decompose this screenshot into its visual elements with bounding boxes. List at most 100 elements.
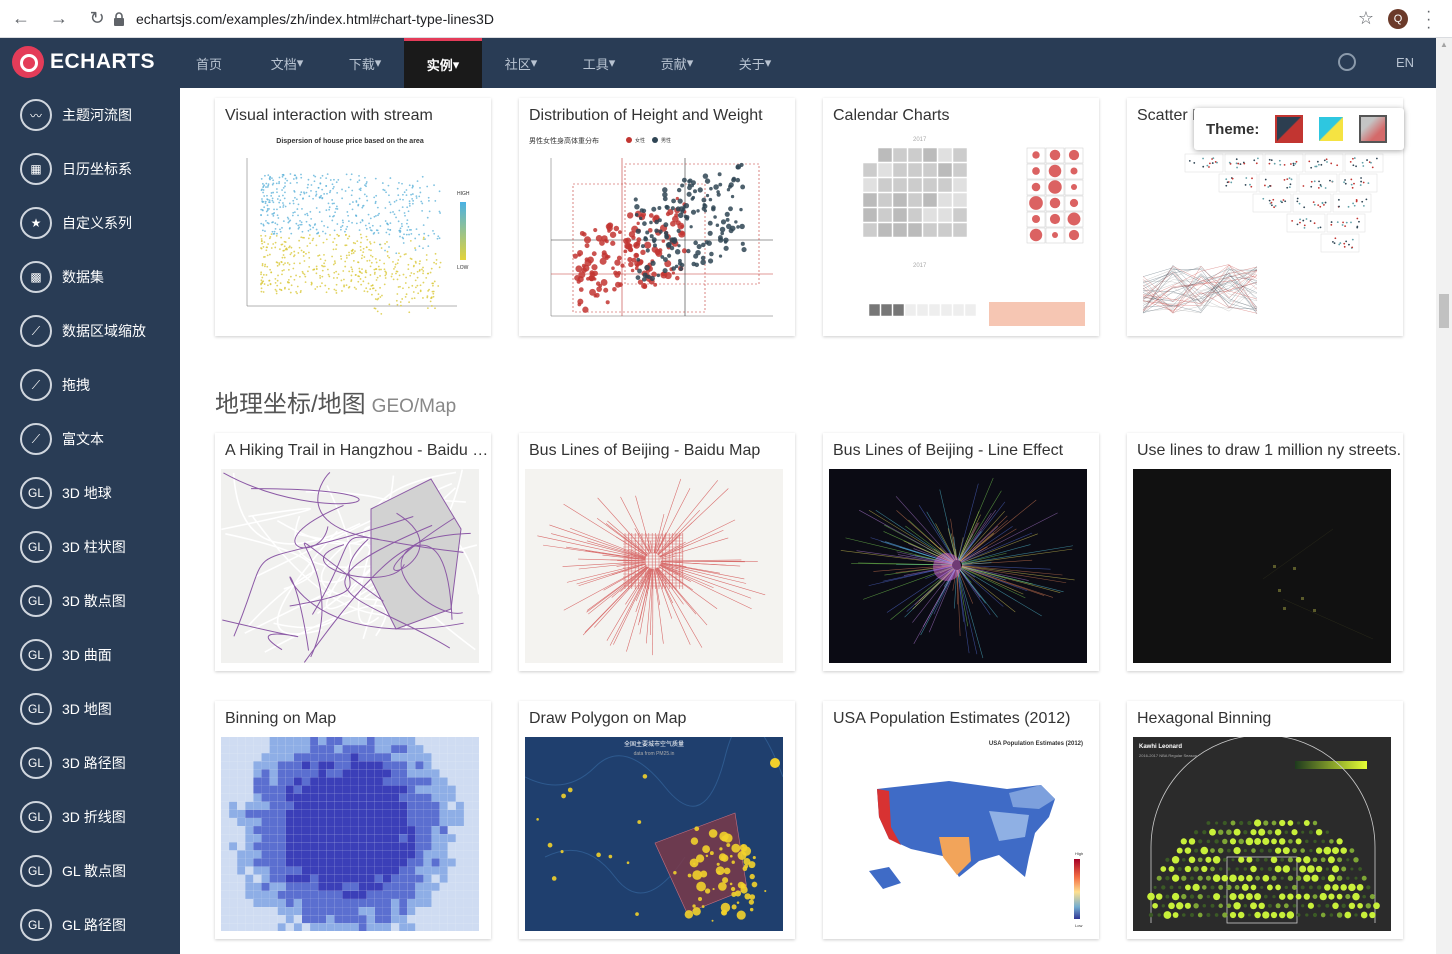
example-card[interactable]: USA Population Estimates (2012) USA Popu… [823,701,1099,939]
example-card[interactable]: Distribution of Height and Weight 男性女性身高… [519,98,795,336]
thumb-mark [1292,867,1297,871]
sidebar-item[interactable]: GL 3D 路径图 [0,736,180,790]
sidebar-item[interactable]: GL 3D 散点图 [0,574,180,628]
example-card[interactable]: Bus Lines of Beijing - Line Effect [823,433,1099,671]
github-icon[interactable] [1338,53,1356,71]
thumb-mark [335,248,337,251]
thumb-mark [399,753,408,762]
thumb-mark [366,915,375,924]
nav-community[interactable]: 社区 ▾ [504,55,538,72]
theme-dark-swatch[interactable] [1275,115,1304,143]
profile-avatar[interactable]: Q [1388,9,1408,29]
thumb-mark [402,198,404,201]
sidebar-item[interactable]: GL 3D 地球 [0,466,180,520]
thumb-mark [341,224,344,227]
sidebar-item[interactable]: GL 3D 曲面 [0,628,180,682]
thumb-mark [1202,830,1207,835]
thumb-mark [660,562,687,567]
thumb-mark [374,801,383,810]
forward-icon[interactable]: → [50,8,68,28]
example-card[interactable]: Use lines to draw 1 million ny streets. [1127,433,1403,671]
thumb-mark [464,818,472,826]
thumb-mark [305,191,308,194]
example-card[interactable]: Visual interaction with stream Dispersio… [215,98,491,336]
thumb-mark [285,850,294,859]
thumb-mark [642,284,648,289]
sidebar-item[interactable]: ⟋ 数据区域缩放 [0,304,180,358]
nav-contribute[interactable]: 贡献 ▾ [660,55,694,72]
example-card[interactable]: Calendar Charts 2017 2017 [823,98,1099,336]
thumb-mark [358,793,367,802]
scrollbar-thumb[interactable] [1439,294,1449,328]
thumb-mark [292,199,295,202]
echarts-logo[interactable]: ECHARTS [12,46,155,78]
thumb-mark [358,270,361,273]
thumb-mark [395,272,397,275]
thumb-mark [423,809,432,818]
thumb-mark [1142,267,1258,304]
sidebar-item[interactable]: GL GL 散点图 [0,844,180,898]
thumb-mark [1049,213,1061,225]
thumb-mark [340,279,343,282]
nav-download[interactable]: 下载 ▾ [348,55,382,72]
sidebar-item[interactable]: GL 3D 地图 [0,682,180,736]
thumb-mark [309,210,312,213]
address-bar[interactable]: echartsjs.com/examples/zh/index.html#cha… [112,6,1374,32]
thumb-mark [277,850,286,859]
thumb-mark [293,907,302,916]
thumb-mark [366,801,375,810]
browser-menu-icon[interactable]: · · · [1426,3,1432,36]
thumb-mark [260,238,263,240]
sidebar-item[interactable]: ▦ 日历坐标系 [0,142,180,196]
language-switch[interactable]: EN [1396,55,1415,70]
theme-light-swatch[interactable] [1317,115,1346,143]
thumb-mark [274,227,277,230]
thumb-mark [275,261,278,264]
example-card[interactable]: A Hiking Trail in Hangzhou - Baidu Map [215,433,491,671]
sidebar-item[interactable]: ⟋ 拖拽 [0,358,180,412]
nav-examples[interactable]: 实例 ▾ [404,38,482,88]
thumb-mark [302,809,310,818]
thumb-mark [1351,238,1354,241]
thumb-mark [636,221,640,226]
thumb-mark [317,254,319,257]
example-card[interactable]: Bus Lines of Beijing - Baidu Map [519,433,795,671]
thumb-mark [317,186,320,189]
thumb-mark [413,297,416,300]
sidebar-item[interactable]: GL GL 路径图 [0,898,180,952]
reload-icon[interactable]: ↻ [89,8,105,28]
sidebar-item[interactable]: 〰主题河流图 [0,88,180,142]
nav-home[interactable]: 首页 [195,56,222,72]
nav-docs[interactable]: 文档 ▾ [270,55,304,72]
nav-tools[interactable]: 工具 ▾ [582,55,616,72]
sidebar-item[interactable]: ⟋ 富文本 [0,412,180,466]
theme-default-swatch[interactable] [1359,115,1388,143]
thumb-mark [364,276,367,279]
thumb-mark [272,233,275,235]
page-scrollbar[interactable]: ▲ [1436,38,1452,954]
thumb-mark [1208,162,1211,165]
sidebar-item[interactable]: ★ 自定义系列 [0,196,180,250]
thumb-mark [1253,819,1262,827]
bookmark-star-icon[interactable]: ☆ [1357,8,1374,28]
thumb-mark [221,915,229,924]
back-icon[interactable]: ← [12,8,30,28]
thumb-mark [351,189,354,192]
example-card[interactable]: Draw Polygon on Map 全国主要城市空气质量 data from… [519,701,795,939]
sidebar-item[interactable]: ▩ 数据集 [0,250,180,304]
thumb-mark [371,224,374,227]
sidebar-item[interactable]: GL 3D 折线图 [0,790,180,844]
thumb-mark [366,761,375,770]
example-card[interactable]: Binning on Map [215,701,491,939]
example-card[interactable]: Hexagonal Binning Kawhi Leonard 2016-201… [1127,701,1403,939]
thumb-mark [677,261,683,266]
thumb-mark [1212,157,1215,160]
thumb-mark [385,231,388,234]
nav-about[interactable]: 关于 ▾ [738,55,772,72]
thumb-mark [285,899,294,907]
thumb-mark [260,247,263,250]
thumb-mark [292,202,295,205]
sidebar-item[interactable]: GL 3D 柱状图 [0,520,180,574]
thumb-mark [293,834,302,843]
thumb-mark [358,850,367,859]
